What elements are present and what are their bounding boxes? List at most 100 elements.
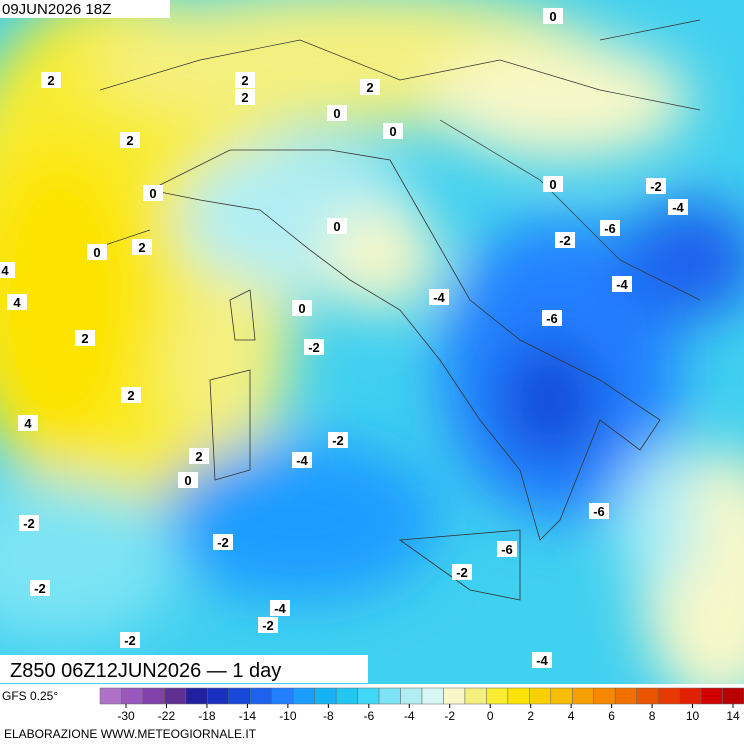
label-bg <box>360 79 380 95</box>
contour-label: -4 <box>433 290 445 305</box>
colorbar-tick-label: 4 <box>568 709 575 723</box>
colorbar-swatch <box>378 687 401 705</box>
contour-label: 0 <box>149 186 156 201</box>
contour-label: -4 <box>536 653 548 668</box>
colorbar-swatch <box>614 687 637 705</box>
colorbar: -30 -22 -18 -14 -10 -8 -6 -4 -2 0 2 4 6 8 10 14 <box>99 687 744 723</box>
label-bg <box>7 294 27 310</box>
contour-label: -2 <box>456 565 468 580</box>
label-bg <box>327 218 347 234</box>
colorbar-swatch <box>507 687 530 705</box>
label-bg <box>555 232 575 248</box>
label-bg <box>121 387 141 403</box>
colorbar-swatch <box>164 687 187 705</box>
contour-label: 0 <box>549 177 556 192</box>
label-bg <box>213 534 233 550</box>
label-bg <box>497 541 517 557</box>
colorbar-tick-label: -4 <box>404 709 415 723</box>
label-bg <box>646 178 666 194</box>
colorbar-swatch <box>657 687 680 705</box>
contour-label: 2 <box>126 133 133 148</box>
credit: ELABORAZIONE WWW.METEOGIORNALE.IT <box>4 727 257 741</box>
colorbar-tick-label: 14 <box>726 709 740 723</box>
run-box <box>0 0 170 18</box>
contour-label: 2 <box>81 331 88 346</box>
label-bg <box>18 415 38 431</box>
contour-label: 0 <box>549 9 556 24</box>
contour-label: 0 <box>389 124 396 139</box>
colorbar-swatch <box>400 687 423 705</box>
label-bg <box>304 339 324 355</box>
colorbar-swatch <box>550 687 573 705</box>
colorbar-tick-label: 0 <box>487 709 494 723</box>
label-bg <box>235 72 255 88</box>
label-bg <box>120 132 140 148</box>
colorbar-swatch <box>228 687 251 705</box>
colorbar-swatch <box>271 687 294 705</box>
label-bg <box>189 448 209 464</box>
contour-label: -2 <box>124 633 136 648</box>
contour-label: 0 <box>298 301 305 316</box>
contour-label: -6 <box>593 504 605 519</box>
label-bg <box>132 239 152 255</box>
contour-label: -4 <box>672 200 684 215</box>
label-bg <box>542 310 562 326</box>
colorbar-swatch <box>121 687 144 705</box>
contour-label: 2 <box>47 73 54 88</box>
label-bg <box>178 472 198 488</box>
colorbar-tick-label: -14 <box>239 709 257 723</box>
colorbar-tick-label: -6 <box>363 709 374 723</box>
label-bg <box>30 580 50 596</box>
contour-label: -2 <box>262 618 274 633</box>
contour-label: 4 <box>1 263 9 278</box>
colorbar-tick-label: -18 <box>198 709 216 723</box>
label-bg <box>600 220 620 236</box>
label-bg <box>292 452 312 468</box>
coastline <box>148 149 661 601</box>
model: GFS 0.25° <box>2 689 58 703</box>
label-bg <box>19 515 39 531</box>
contour-label: 4 <box>13 295 21 310</box>
colorbar-swatch <box>572 687 594 705</box>
label-bg <box>75 330 95 346</box>
contour-label: 0 <box>333 219 340 234</box>
label-bg <box>41 72 61 88</box>
contour-label: 2 <box>138 240 145 255</box>
label-bg <box>668 199 688 215</box>
label-bg <box>143 185 163 201</box>
colorbar-swatch <box>99 687 122 705</box>
contour-label: 2 <box>241 73 248 88</box>
colorbar-tick-label: -8 <box>323 709 334 723</box>
colorbar-swatch <box>207 687 230 705</box>
colorbar-swatch <box>421 687 444 705</box>
contour-label: 2 <box>195 449 202 464</box>
contour-label: 0 <box>333 106 340 121</box>
label-bg <box>328 432 348 448</box>
colorbar-swatch <box>722 687 744 705</box>
contour-label: -4 <box>296 453 308 468</box>
border <box>89 19 701 301</box>
contour-label: -2 <box>34 581 46 596</box>
label-bg <box>589 503 609 519</box>
colorbar-tick-label: 10 <box>686 709 700 723</box>
contour-label: -6 <box>546 311 558 326</box>
contour-label: -2 <box>23 516 35 531</box>
colorbar-tick-label: -30 <box>117 709 135 723</box>
run-time: 09JUN2026 18Z <box>2 1 111 18</box>
colorbar-swatch <box>464 687 487 705</box>
colorbar-swatch <box>700 687 723 705</box>
label-bg <box>87 244 107 260</box>
contour-label: -4 <box>274 601 286 616</box>
contour-label: 0 <box>93 245 100 260</box>
colorbar-swatch <box>292 687 315 705</box>
contour-label: 2 <box>241 90 248 105</box>
colorbar-swatch <box>142 687 165 705</box>
label-bg <box>292 300 312 316</box>
contour-label: -2 <box>559 233 571 248</box>
colorbar-swatch <box>636 687 659 705</box>
label-bg <box>543 8 563 24</box>
colorbar-swatch <box>486 687 509 705</box>
